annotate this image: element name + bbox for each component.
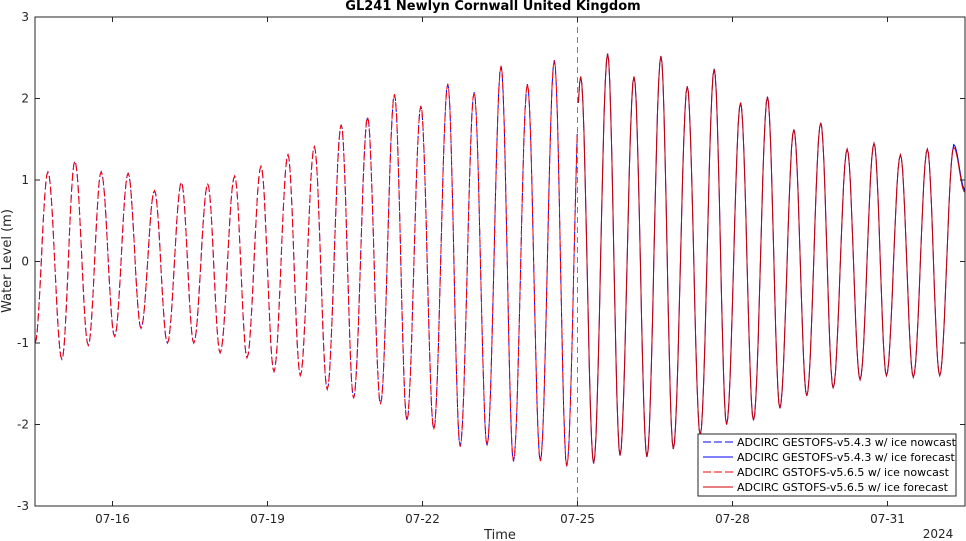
y-tick-label: -1: [17, 336, 29, 350]
x-tick-label: 07-19: [250, 512, 285, 526]
series-line-3: [34, 60, 578, 467]
y-tick-label: 2: [21, 92, 29, 106]
x-axis: 07-16 07-19 07-22 07-25 07-28 07-31: [95, 17, 905, 526]
legend-label-3: ADCIRC GSTOFS-v5.6.5 w/ ice nowcast: [737, 466, 950, 479]
x-tick-label: 07-31: [870, 512, 905, 526]
y-axis-label: Water Level (m): [0, 209, 15, 313]
legend-label-2: ADCIRC GESTOFS-v5.4.3 w/ ice forecast: [737, 451, 956, 464]
y-tick-label: 1: [21, 173, 29, 187]
y-tick-label: 3: [21, 10, 29, 24]
x-tick-label: 07-28: [715, 512, 750, 526]
x-tick-label: 07-22: [405, 512, 440, 526]
x-tick-label: 07-25: [560, 512, 595, 526]
y-axis: -3 -2 -1 0 1 2 3: [17, 10, 965, 513]
legend: ADCIRC GESTOFS-v5.4.3 w/ ice nowcast ADCI…: [697, 433, 957, 497]
legend-label-1: ADCIRC GESTOFS-v5.4.3 w/ ice nowcast: [737, 436, 957, 449]
y-tick-label: -2: [17, 418, 29, 432]
y-tick-label: -3: [17, 499, 29, 513]
series-line-4: [577, 53, 966, 464]
year-label: 2024: [923, 527, 954, 541]
x-tick-label: 07-16: [95, 512, 130, 526]
series-lines: [34, 53, 966, 467]
legend-box: [697, 433, 957, 497]
y-tick-label: 0: [21, 255, 29, 269]
series-line-1: [34, 60, 578, 467]
chart-title: GL241 Newlyn Cornwall United Kingdom: [345, 0, 640, 14]
x-axis-label: Time: [483, 528, 516, 541]
legend-label-4: ADCIRC GSTOFS-v5.6.5 w/ ice forecast: [737, 481, 949, 494]
